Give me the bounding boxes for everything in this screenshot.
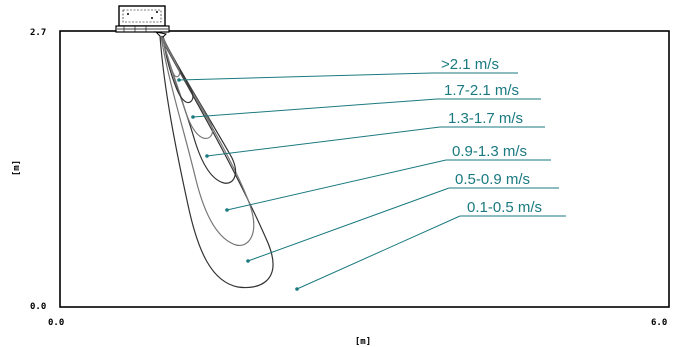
contour-0-1-0-5 <box>159 35 274 289</box>
zone-label-1: >2.1 m/s <box>441 56 499 73</box>
diffuser-unit-icon <box>115 5 170 39</box>
zone-label-4: 0.9-1.3 m/s <box>452 143 527 160</box>
zone-label-2: 1.7-2.1 m/s <box>444 82 519 99</box>
y-axis-title: [m] <box>12 160 22 176</box>
zone-label-5: 0.5-0.9 m/s <box>455 171 530 188</box>
zone-leader-3: 1.3-1.7 m/s <box>205 110 545 158</box>
zone-leader-6: 0.1-0.5 m/s <box>295 199 566 291</box>
zone-leader-5: 0.5-0.9 m/s <box>246 171 559 263</box>
x-axis-right-label: 6.0 <box>651 318 667 328</box>
x-axis-title: [m] <box>355 337 371 347</box>
plot-frame <box>59 30 670 308</box>
zone-leader-4: 0.9-1.3 m/s <box>225 143 551 212</box>
x-axis-left-label: 0.0 <box>48 318 64 328</box>
zone-leader-2: 1.7-2.1 m/s <box>191 82 541 119</box>
zone-label-6: 0.1-0.5 m/s <box>467 199 542 216</box>
contour-gt-2-1 <box>162 37 181 78</box>
velocity-contours <box>159 35 274 289</box>
y-axis-bottom-label: 0.0 <box>30 302 46 312</box>
zone-leader-1: >2.1 m/s <box>177 56 518 82</box>
y-axis-top-label: 2.7 <box>30 28 46 38</box>
zone-label-3: 1.3-1.7 m/s <box>448 110 523 127</box>
contour-0-5-0-9 <box>160 35 255 246</box>
contour-1-7-2-1 <box>162 36 194 104</box>
